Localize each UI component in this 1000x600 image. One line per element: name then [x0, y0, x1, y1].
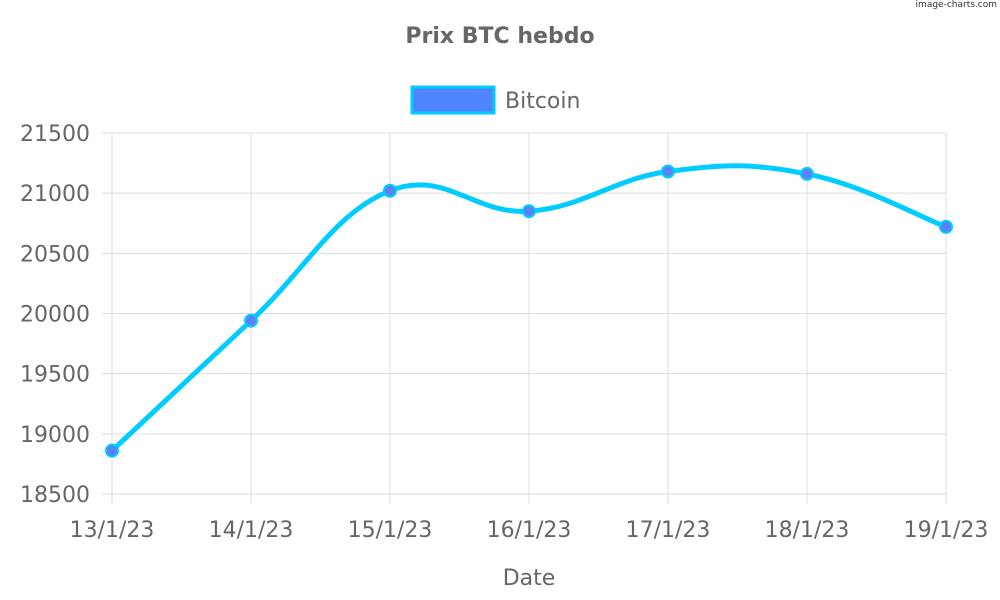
- x-axis-ticks: 13/1/23 14/1/23 15/1/23 16/1/23 17/1/23 18/1/…: [70, 518, 989, 543]
- x-tick-label: 17/1/23: [626, 518, 711, 543]
- data-point-16-1-23: [522, 204, 536, 219]
- x-tick-label: 16/1/23: [487, 518, 572, 543]
- data-point-13-1-23: [105, 443, 119, 458]
- data-point-18-1-23: [800, 166, 814, 181]
- data-point-14-1-23: [244, 313, 258, 328]
- data-point-19-1-23: [939, 219, 953, 234]
- x-tick-label: 19/1/23: [904, 518, 989, 543]
- legend: Bitcoin: [410, 85, 580, 115]
- y-tick-label: 20500: [20, 242, 90, 267]
- y-tick-label: 19000: [20, 423, 90, 448]
- y-tick-label: 19500: [20, 363, 90, 388]
- x-tick-label: 18/1/23: [765, 518, 850, 543]
- data-point-17-1-23: [661, 164, 675, 179]
- data-points: [105, 164, 953, 458]
- x-tick-label: 13/1/23: [70, 518, 155, 543]
- legend-swatch-bitcoin: [410, 85, 496, 115]
- chart-title: Prix BTC hebdo: [405, 24, 594, 49]
- x-axis-label: Date: [503, 566, 556, 591]
- y-tick-label: 21500: [20, 122, 90, 147]
- y-tick-label: 21000: [20, 182, 90, 207]
- y-tick-label: 20000: [20, 303, 90, 328]
- watermark: image-charts.com: [915, 0, 997, 10]
- x-tick-label: 14/1/23: [209, 518, 294, 543]
- y-tick-label: 18500: [20, 483, 90, 508]
- legend-label-bitcoin: Bitcoin: [505, 89, 580, 114]
- grid: [102, 132, 947, 504]
- x-tick-label: 15/1/23: [348, 518, 433, 543]
- y-axis-ticks: 18500 19000 19500 20000 20500 21000 21500: [20, 122, 90, 508]
- data-point-15-1-23: [383, 183, 397, 198]
